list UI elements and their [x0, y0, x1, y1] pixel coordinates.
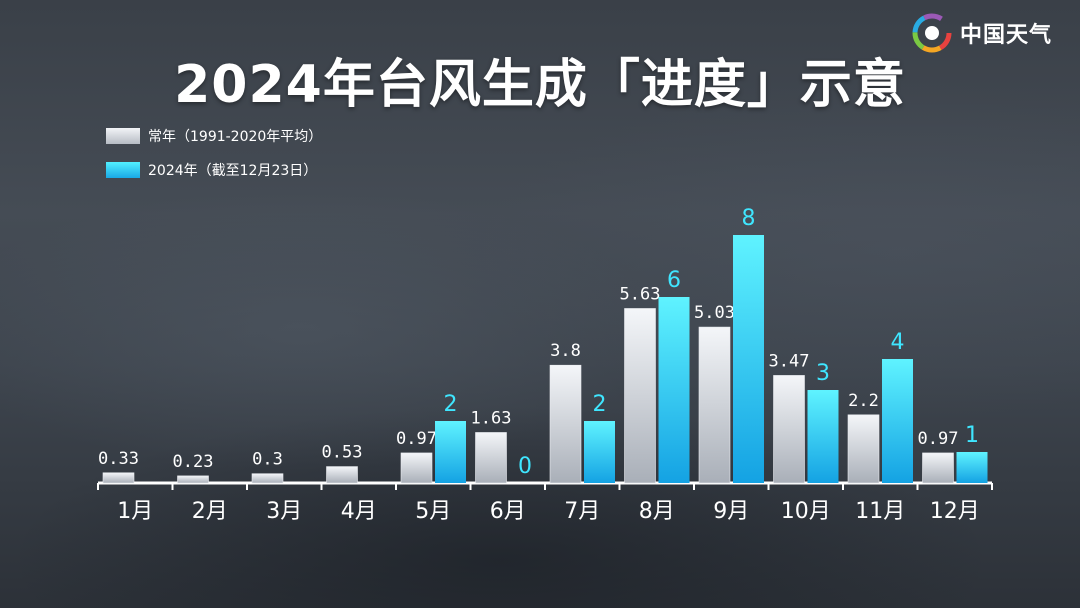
data-label-normal: 3.47 — [769, 351, 810, 371]
data-label-normal: 0.97 — [918, 429, 959, 449]
legend-label-normal: 常年（1991-2020年平均） — [148, 129, 323, 145]
x-tick-label: 9月 — [713, 499, 749, 524]
chart-title: 2024年台风生成「进度」示意 — [174, 55, 906, 115]
legend-item-normal: 常年（1991-2020年平均） — [106, 126, 322, 146]
bar-normal — [102, 472, 135, 484]
data-label-normal: 0.33 — [98, 449, 139, 469]
bar-2024 — [807, 390, 839, 483]
data-label-normal: 0.23 — [173, 452, 214, 472]
data-label-normal: 2.2 — [848, 391, 879, 411]
bar-normal — [400, 452, 433, 484]
x-tick-label: 8月 — [639, 499, 675, 524]
bar-normal — [549, 364, 582, 484]
bar-2024 — [733, 235, 764, 483]
data-label-normal: 3.8 — [550, 341, 581, 361]
bar-normal — [922, 452, 954, 484]
x-tick-label: 4月 — [341, 499, 377, 524]
x-tick-label: 1月 — [117, 499, 153, 524]
x-tick-label: 7月 — [564, 499, 600, 524]
bar-normal — [698, 326, 731, 484]
chart-legend: 常年（1991-2020年平均） 2024年（截至12月23日） — [106, 126, 322, 194]
data-label-normal: 0.97 — [396, 429, 437, 449]
data-label-normal: 5.03 — [694, 303, 735, 323]
data-label-2024: 2 — [593, 392, 607, 417]
bar-2024 — [956, 452, 988, 483]
legend-swatch-2024 — [106, 162, 140, 178]
data-label-normal: 5.63 — [620, 284, 661, 304]
bar-2024 — [882, 359, 913, 483]
data-label-2024: 2 — [444, 392, 458, 417]
data-label-2024: 4 — [891, 330, 905, 355]
data-label-2024: 8 — [742, 206, 756, 231]
bar-2024 — [435, 421, 466, 483]
bar-normal — [326, 466, 358, 484]
china-weather-logo-icon — [912, 13, 952, 53]
bar-2024 — [658, 297, 690, 483]
data-label-normal: 0.3 — [252, 450, 283, 470]
bar-normal — [773, 375, 805, 484]
legend-swatch-normal — [106, 128, 140, 144]
bar-normal — [251, 473, 284, 484]
data-label-2024: 6 — [667, 268, 681, 293]
data-label-normal: 0.53 — [322, 443, 363, 463]
x-tick-label: 2月 — [192, 499, 228, 524]
data-label-2024: 0 — [518, 454, 532, 479]
bar-2024 — [584, 421, 615, 483]
bar-normal — [847, 414, 880, 484]
data-label-2024: 3 — [816, 361, 830, 386]
x-tick-label: 6月 — [490, 499, 526, 524]
x-tick-label: 11月 — [855, 499, 905, 524]
legend-label-2024: 2024年（截至12月23日） — [148, 163, 318, 179]
legend-item-2024: 2024年（截至12月23日） — [106, 160, 322, 180]
logo-text: 中国天气 — [960, 23, 1053, 48]
bar-normal — [177, 475, 209, 484]
data-label-2024: 1 — [965, 423, 979, 448]
x-tick-label: 12月 — [930, 499, 980, 524]
brand-logo: 中国天气 — [912, 13, 1062, 53]
x-tick-label: 10月 — [781, 499, 831, 524]
x-tick-label: 5月 — [415, 499, 451, 524]
bar-normal — [475, 432, 507, 484]
data-label-normal: 1.63 — [471, 408, 512, 428]
bar-normal — [624, 308, 656, 484]
x-tick-label: 3月 — [266, 499, 302, 524]
